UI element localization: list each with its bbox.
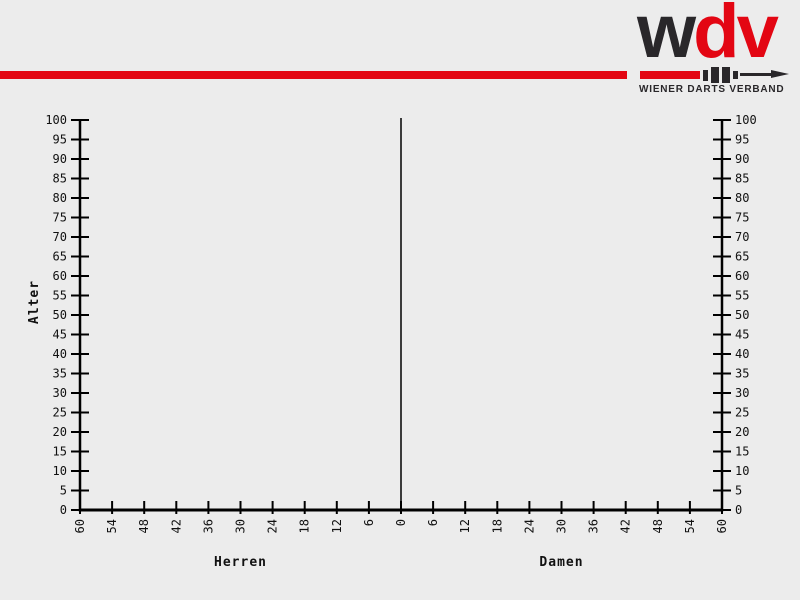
- y-tick-label-left: 10: [53, 464, 67, 478]
- x-tick-label: 12: [330, 519, 344, 533]
- x-tick-label: 60: [715, 519, 729, 533]
- y-tick-label-right: 60: [735, 269, 749, 283]
- y-axis-title: Alter: [27, 280, 42, 324]
- y-tick-label-right: 10: [735, 464, 749, 478]
- y-tick-label-right: 75: [735, 211, 749, 225]
- herren-label: Herren: [214, 555, 267, 570]
- y-tick-label-left: 0: [60, 503, 67, 517]
- x-tick-label: 48: [651, 519, 665, 533]
- y-tick-label-right: 100: [735, 113, 757, 127]
- y-tick-label-left: 40: [53, 347, 67, 361]
- x-tick-label: 18: [490, 519, 504, 533]
- wdv-logo-text: wdv: [637, 0, 779, 70]
- dart-flight-bar-4: [733, 71, 738, 79]
- dart-flight-bar-1: [703, 70, 708, 81]
- x-tick-label: 36: [201, 519, 215, 533]
- y-tick-label-right: 90: [735, 152, 749, 166]
- x-tick-label: 30: [234, 519, 248, 533]
- x-tick-label: 54: [105, 519, 119, 533]
- x-tick-label: 42: [619, 519, 633, 533]
- dart-shaft: [740, 73, 780, 76]
- y-tick-label-left: 60: [53, 269, 67, 283]
- logo-letter-v: v: [736, 0, 779, 74]
- y-tick-label-left: 75: [53, 211, 67, 225]
- y-tick-label-right: 0: [735, 503, 742, 517]
- x-tick-label: 48: [137, 519, 151, 533]
- y-tick-label-left: 50: [53, 308, 67, 322]
- damen-label: Damen: [539, 555, 583, 570]
- x-tick-label: 24: [522, 519, 536, 533]
- y-tick-label-right: 65: [735, 250, 749, 264]
- x-tick-label: 12: [458, 519, 472, 533]
- y-tick-label-right: 25: [735, 406, 749, 420]
- y-tick-label-right: 5: [735, 484, 742, 498]
- y-tick-label-right: 20: [735, 425, 749, 439]
- logo-letter-w: w: [637, 0, 696, 74]
- y-tick-label-right: 30: [735, 386, 749, 400]
- y-tick-label-right: 40: [735, 347, 749, 361]
- y-tick-label-right: 50: [735, 308, 749, 322]
- x-tick-label: 36: [587, 519, 601, 533]
- x-tick-label: 0: [394, 519, 408, 526]
- y-tick-label-right: 80: [735, 191, 749, 205]
- y-tick-label-right: 45: [735, 328, 749, 342]
- y-tick-label-left: 45: [53, 328, 67, 342]
- y-tick-label-left: 70: [53, 230, 67, 244]
- y-tick-label-left: 25: [53, 406, 67, 420]
- logo-letter-d: d: [693, 0, 739, 74]
- x-tick-label: 54: [683, 519, 697, 533]
- header-red-line: [0, 71, 627, 79]
- y-tick-label-right: 95: [735, 133, 749, 147]
- y-tick-label-left: 90: [53, 152, 67, 166]
- dart-point-icon: [771, 70, 789, 78]
- x-tick-label: 42: [169, 519, 183, 533]
- y-tick-label-left: 80: [53, 191, 67, 205]
- y-tick-label-left: 55: [53, 289, 67, 303]
- x-tick-label: 60: [73, 519, 87, 533]
- y-tick-label-left: 35: [53, 367, 67, 381]
- y-tick-label-right: 70: [735, 230, 749, 244]
- y-tick-label-right: 35: [735, 367, 749, 381]
- y-tick-label-left: 30: [53, 386, 67, 400]
- x-tick-label: 30: [555, 519, 569, 533]
- x-tick-label: 24: [266, 519, 280, 533]
- y-tick-label-left: 95: [53, 133, 67, 147]
- x-tick-label: 6: [426, 519, 440, 526]
- dart-barrel-red: [640, 71, 700, 79]
- dart-flight-bar-3: [722, 67, 730, 83]
- y-tick-label-right: 15: [735, 445, 749, 459]
- y-tick-label-left: 65: [53, 250, 67, 264]
- y-tick-label-left: 5: [60, 484, 67, 498]
- y-tick-label-left: 100: [45, 113, 67, 127]
- wdv-logo: wdv WIENER DARTS VERBAND: [637, 0, 795, 100]
- y-tick-label-left: 85: [53, 172, 67, 186]
- x-tick-label: 18: [298, 519, 312, 533]
- x-tick-label: 6: [362, 519, 376, 526]
- y-tick-label-right: 85: [735, 172, 749, 186]
- y-tick-label-left: 20: [53, 425, 67, 439]
- dart-flight-bar-2: [711, 67, 719, 83]
- logo-subtitle: WIENER DARTS VERBAND: [639, 84, 785, 95]
- y-tick-label-left: 15: [53, 445, 67, 459]
- y-tick-label-right: 55: [735, 289, 749, 303]
